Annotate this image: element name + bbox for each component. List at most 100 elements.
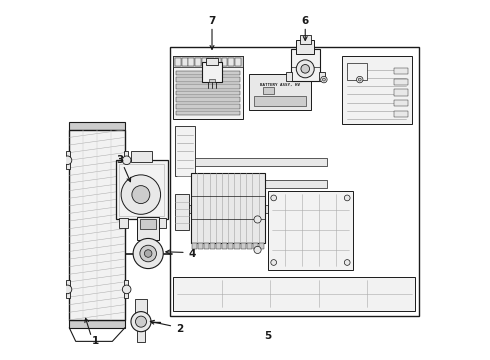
Circle shape <box>322 78 325 81</box>
Bar <box>222 243 227 249</box>
Bar <box>234 243 240 249</box>
Bar <box>69 130 125 320</box>
Bar <box>137 330 146 342</box>
Circle shape <box>254 216 261 223</box>
Bar <box>254 96 306 107</box>
Bar <box>195 180 327 188</box>
Bar <box>394 89 408 96</box>
Bar <box>394 100 408 107</box>
Bar <box>135 299 147 314</box>
Bar <box>175 126 195 176</box>
Bar <box>195 58 201 66</box>
Bar <box>116 160 168 220</box>
Bar <box>124 280 128 298</box>
Bar <box>394 78 408 85</box>
Circle shape <box>271 195 276 201</box>
Circle shape <box>122 285 131 294</box>
Bar <box>120 219 128 228</box>
Bar <box>248 74 311 110</box>
Bar <box>221 58 227 66</box>
Bar <box>176 91 240 95</box>
Circle shape <box>296 60 314 78</box>
Circle shape <box>132 186 150 203</box>
Bar <box>216 243 221 249</box>
Circle shape <box>145 250 152 257</box>
Text: 6: 6 <box>302 17 309 27</box>
Circle shape <box>133 238 163 269</box>
Bar <box>202 62 221 82</box>
Bar <box>394 68 408 74</box>
Bar <box>192 243 196 249</box>
Bar <box>195 158 327 166</box>
Bar <box>131 151 152 162</box>
Bar <box>286 72 292 81</box>
Bar <box>182 58 188 66</box>
Bar <box>197 243 203 249</box>
Bar <box>241 243 245 249</box>
Circle shape <box>320 76 327 83</box>
Circle shape <box>140 245 156 262</box>
Bar <box>215 58 221 66</box>
Bar <box>176 84 240 89</box>
Bar <box>201 58 208 66</box>
Bar <box>176 104 240 109</box>
Bar <box>188 58 194 66</box>
Circle shape <box>344 260 350 265</box>
Text: 1: 1 <box>92 336 99 346</box>
Circle shape <box>358 78 361 81</box>
Bar <box>347 63 367 80</box>
Text: 3: 3 <box>117 155 124 165</box>
Bar <box>124 151 128 169</box>
Bar <box>140 219 156 229</box>
Circle shape <box>121 175 161 214</box>
Circle shape <box>63 156 72 165</box>
Text: 5: 5 <box>265 331 272 341</box>
Bar <box>253 243 258 249</box>
Bar <box>69 320 125 328</box>
Bar <box>210 243 215 249</box>
Bar <box>291 49 320 81</box>
Bar <box>300 35 311 44</box>
Bar <box>342 56 412 125</box>
Bar <box>157 219 166 228</box>
Circle shape <box>122 156 131 165</box>
Bar <box>175 58 181 66</box>
Circle shape <box>131 312 151 332</box>
Bar <box>137 217 159 240</box>
Text: 7: 7 <box>208 17 216 27</box>
Text: BATTERY ASSY, HV: BATTERY ASSY, HV <box>260 83 300 87</box>
Bar <box>269 191 353 270</box>
Text: 2: 2 <box>176 324 183 334</box>
Bar <box>66 280 70 298</box>
Bar <box>69 122 125 130</box>
Bar <box>120 164 164 216</box>
Bar <box>66 151 70 169</box>
Circle shape <box>254 246 261 253</box>
Bar <box>208 58 214 66</box>
Bar <box>205 58 218 65</box>
Bar <box>179 205 327 213</box>
Bar <box>246 243 252 249</box>
Bar <box>209 78 215 82</box>
Circle shape <box>135 316 147 327</box>
Bar <box>228 58 234 66</box>
Text: 4: 4 <box>188 248 196 258</box>
Circle shape <box>271 260 276 265</box>
Bar <box>263 87 274 94</box>
Circle shape <box>63 285 72 294</box>
Bar <box>204 243 209 249</box>
Bar <box>176 77 240 82</box>
Bar <box>173 56 243 67</box>
Bar <box>228 243 233 249</box>
Bar <box>175 194 189 230</box>
Bar <box>173 56 243 119</box>
Bar <box>235 58 241 66</box>
Bar <box>191 173 265 243</box>
Circle shape <box>344 195 350 201</box>
Circle shape <box>357 76 363 83</box>
Bar <box>394 111 408 117</box>
Bar <box>259 243 264 249</box>
Bar <box>173 277 416 311</box>
Bar <box>176 111 240 116</box>
Bar <box>296 40 314 54</box>
